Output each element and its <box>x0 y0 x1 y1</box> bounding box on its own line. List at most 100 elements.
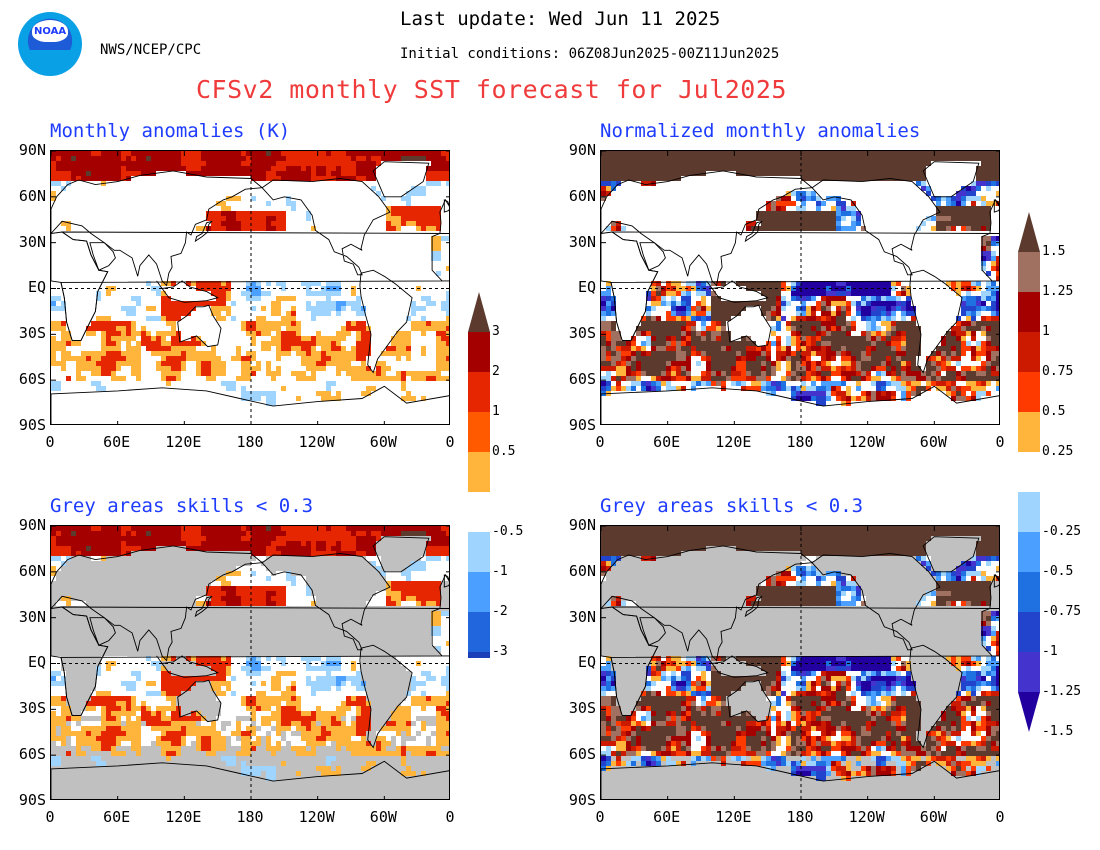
lat-label: 60S <box>568 370 596 388</box>
map-panel-skill-masked-normalized <box>600 525 1000 800</box>
lon-label: 0 <box>445 808 455 826</box>
colorbar-swatch <box>468 532 490 572</box>
colorbar-swatch <box>1018 452 1040 492</box>
colorbar-swatch <box>1018 412 1040 452</box>
lon-label: 120W <box>298 433 335 451</box>
lat-label: 30N <box>18 607 46 626</box>
map-canvas <box>601 151 999 424</box>
noaa-logo-wave <box>24 50 76 66</box>
lat-label: 60N <box>18 561 46 580</box>
lon-label: 60E <box>653 808 681 826</box>
colorbar-swatch <box>1018 252 1040 292</box>
colorbar-swatch <box>468 652 490 658</box>
colorbar-top-arrow <box>1018 212 1040 252</box>
initial-conditions-text: Initial conditions: 06Z08Jun2025-00Z11Ju… <box>400 46 780 62</box>
colorbar-tick-label: 0.25 <box>1042 444 1074 459</box>
lon-label: 120W <box>848 433 885 451</box>
colorbar-swatch <box>1018 372 1040 412</box>
lat-label: 90N <box>18 516 46 534</box>
colorbar-tick-label: 0.75 <box>1042 364 1074 379</box>
colorbar-tick-label: -0.5 <box>1042 564 1074 579</box>
lon-label: 120E <box>165 433 202 451</box>
colorbar-swatch <box>1018 612 1040 652</box>
map-panel-skill-masked-anomalies <box>50 525 450 800</box>
lat-label: 60S <box>18 370 46 388</box>
lon-label: 120E <box>165 808 202 826</box>
agency-label: NWS/NCEP/CPC <box>100 42 202 58</box>
colorbar-tick-label: 0.5 <box>1042 404 1066 419</box>
lon-label: 60E <box>103 808 131 826</box>
lat-label: 90N <box>18 141 46 159</box>
lat-label: 90N <box>568 516 596 534</box>
map-canvas <box>51 151 449 424</box>
lat-label: 90S <box>568 415 596 434</box>
lon-label: 180 <box>786 433 814 451</box>
colorbar-tick-label: 1 <box>492 404 500 419</box>
panel-title-br: Grey areas skills < 0.3 <box>600 495 864 517</box>
lon-label: 180 <box>786 808 814 826</box>
lat-label: 30S <box>18 699 46 718</box>
colorbar-tick-label: 2 <box>492 364 500 379</box>
colorbar-swatch <box>468 492 490 532</box>
lon-label: 180 <box>236 808 264 826</box>
lon-label: 60W <box>369 433 397 451</box>
last-update-text: Last update: Wed Jun 11 2025 <box>400 8 721 30</box>
colorbar-tick-label: 3 <box>492 324 500 339</box>
colorbar-tick-label: 1 <box>1042 324 1050 339</box>
colorbar-top-arrow <box>468 292 490 332</box>
colorbar-normalized <box>1018 212 1040 732</box>
colorbar-swatch <box>1018 652 1040 692</box>
lat-label: 60N <box>18 186 46 205</box>
colorbar-tick-label: 0.5 <box>492 444 516 459</box>
lat-label: EQ <box>27 653 46 672</box>
colorbar-swatch <box>468 372 490 412</box>
colorbar-tick-label: 1.25 <box>1042 284 1074 299</box>
lon-label: 120E <box>715 433 752 451</box>
colorbar-swatch <box>468 412 490 452</box>
lon-label: 60W <box>919 808 947 826</box>
noaa-logo-text: NOAA <box>34 26 67 37</box>
lon-label: 0 <box>445 433 455 451</box>
colorbar-swatch <box>468 332 490 372</box>
page-title: CFSv2 monthly SST forecast for Jul2025 <box>196 75 787 104</box>
colorbar-tick-label: -1.5 <box>1042 724 1074 739</box>
lon-label: 0 <box>995 433 1005 451</box>
colorbar-tick-label: -0.5 <box>492 524 524 539</box>
lon-label: 60E <box>103 433 131 451</box>
lon-label: 60W <box>919 433 947 451</box>
lat-label: 30S <box>568 699 596 718</box>
lon-label: 0 <box>45 433 55 451</box>
lat-label: 60S <box>568 745 596 763</box>
panel-title-tr: Normalized monthly anomalies <box>600 120 921 142</box>
lat-label: 90S <box>18 790 46 809</box>
lon-label: 0 <box>595 433 605 451</box>
colorbar-swatch <box>1018 532 1040 572</box>
lat-label: EQ <box>577 653 596 672</box>
lat-label: 30N <box>568 232 596 251</box>
map-canvas <box>51 526 449 799</box>
lat-label: EQ <box>27 278 46 297</box>
lat-label: 60N <box>568 561 596 580</box>
colorbar-swatch <box>468 452 490 492</box>
lat-label: 60S <box>18 745 46 763</box>
colorbar-swatch <box>468 612 490 652</box>
lat-label: 90N <box>568 141 596 159</box>
colorbar-tick-label: 1.5 <box>1042 244 1066 259</box>
lon-label: 120E <box>715 808 752 826</box>
lon-label: 120W <box>848 808 885 826</box>
noaa-logo-bird <box>32 20 68 42</box>
lat-label: 30S <box>568 324 596 343</box>
lon-label: 0 <box>45 808 55 826</box>
colorbar-tick-label: -1 <box>1042 644 1058 659</box>
panel-title-bl: Grey areas skills < 0.3 <box>50 495 314 517</box>
colorbar-swatch <box>1018 572 1040 612</box>
colorbar-bottom-arrow <box>1018 692 1040 732</box>
lat-label: 30N <box>18 232 46 251</box>
lon-label: 0 <box>995 808 1005 826</box>
lat-label: 30S <box>18 324 46 343</box>
lat-label: 90S <box>18 415 46 434</box>
colorbar-swatch <box>1018 332 1040 372</box>
colorbar-tick-label: -2 <box>492 604 508 619</box>
colorbar-tick-label: -3 <box>492 644 508 659</box>
map-panel-monthly-anomalies <box>50 150 450 425</box>
